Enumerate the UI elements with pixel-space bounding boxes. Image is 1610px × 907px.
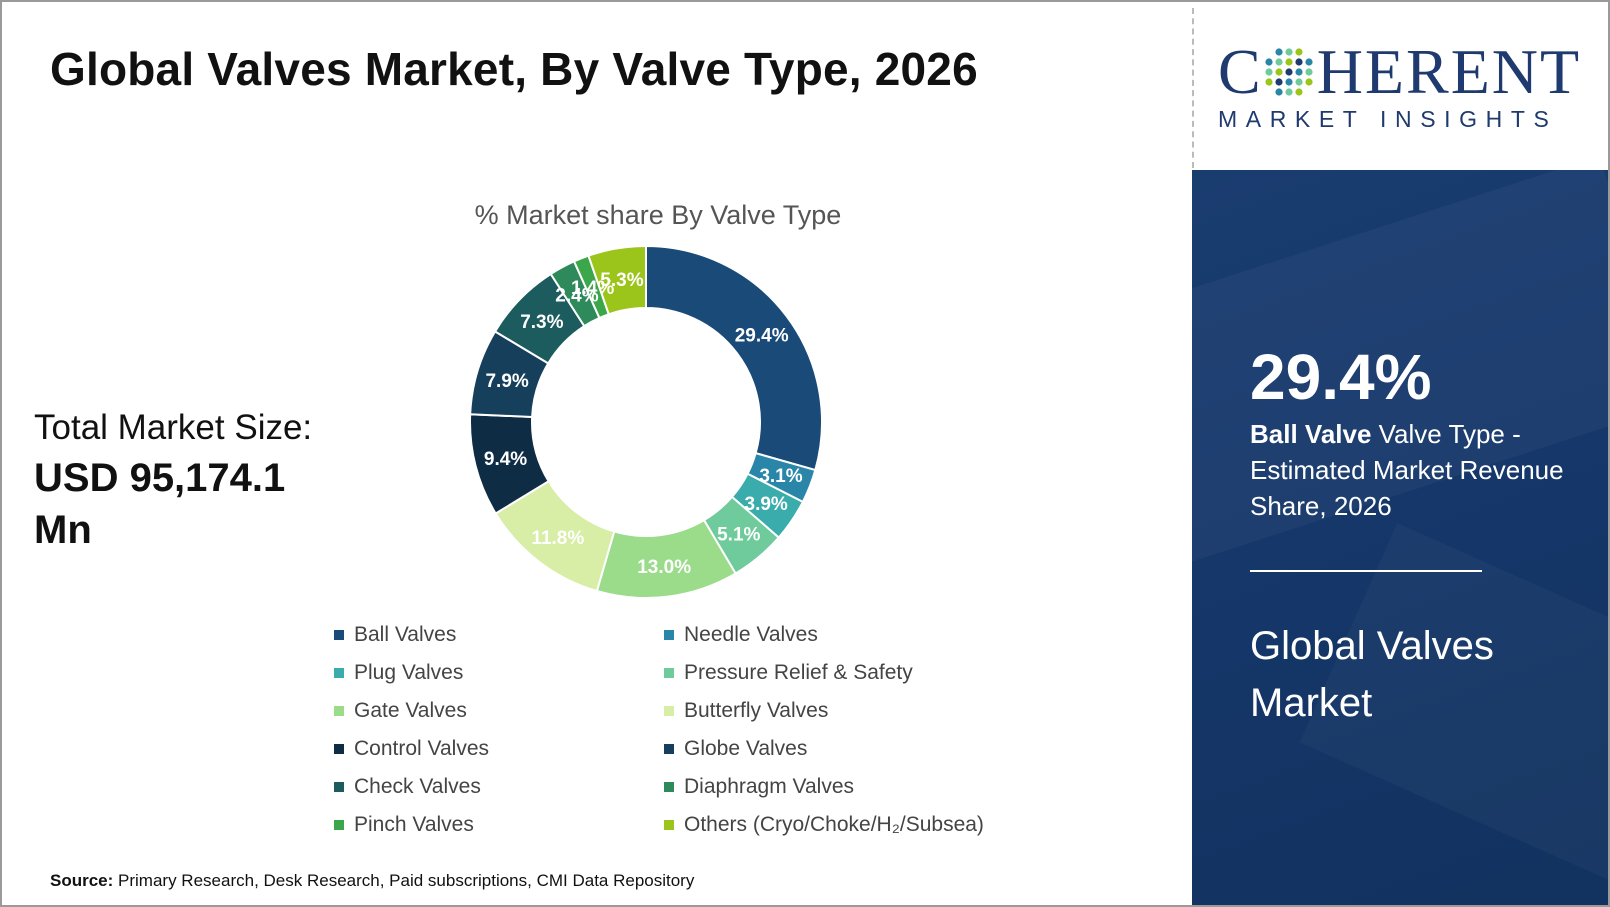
legend-item: Check Valves [334,774,664,799]
legend-item: Plug Valves [334,660,664,685]
slice-label: 7.9% [485,371,528,392]
legend-label: Needle Valves [684,622,818,646]
slice-label: 3.1% [759,466,802,487]
logo-dot [1295,68,1303,76]
legend-item: Globe Valves [664,736,1014,761]
logo-dot [1305,78,1313,86]
highlight-divider [1250,570,1482,572]
legend-swatch [664,819,674,830]
slice-label: 5.1% [717,524,760,545]
slice-label: 1.4% [571,278,614,299]
highlight-panel: 29.4% Ball Valve Valve Type - Estimated … [1192,170,1608,905]
source-label: Source: [50,871,114,890]
chart-title: % Market share By Valve Type [475,200,842,230]
legend-swatch [664,743,674,754]
logo-dot [1275,88,1283,96]
legend-swatch [664,629,674,640]
page-title: Global Valves Market, By Valve Type, 202… [50,43,978,95]
logo-dot [1295,48,1303,56]
legend-label: Control Valves [354,736,490,760]
legend-item: Others (Cryo/Choke/H₂/Subsea) [664,812,1014,837]
highlight-description-text: Valve Type - Estimated Market Revenue Sh… [1250,419,1564,521]
chart-slice-labels: 29.4% 3.1% 3.9% 5.1% 13.0% 11.8% 9.4% 7.9% 7.3% 2… [484,270,803,578]
highlight-description: Ball Valve Valve Type - Estimated Market… [1250,416,1570,524]
logo-dot [1265,68,1273,76]
total-market-value: USD 95,174.1 Mn [34,456,286,552]
logo-dot [1265,78,1273,86]
logo-tagline: MARKET INSIGHTS [1218,106,1558,132]
legend-swatch [334,629,344,640]
logo-letters-herent: HERENT [1316,36,1582,107]
legend-swatch [334,819,344,830]
source-note: Source: Primary Research, Desk Research,… [50,871,694,891]
legend-item: Pressure Relief & Safety [664,660,1014,685]
legend-label: Pinch Valves [354,812,474,836]
slice-others-cryo-choke-h-subsea [587,244,647,316]
total-market-size: Total Market Size: USD 95,174.1 Mn [34,406,354,556]
chart-slices [469,244,823,599]
legend-item: Gate Valves [334,698,664,723]
legend-label: Pressure Relief & Safety [684,660,913,684]
logo-dot [1295,88,1303,96]
legend-swatch [664,705,674,716]
slice-ball-valves [645,244,823,472]
legend-label: Plug Valves [354,660,464,684]
legend-swatch [334,743,344,754]
legend-label: Check Valves [354,774,481,798]
legend-item: Control Valves [334,736,664,761]
logo-dot [1275,58,1283,66]
legend-item: Needle Valves [664,622,1014,647]
legend-item: Pinch Valves [334,812,664,837]
header-divider [1192,8,1194,168]
legend-item: Butterfly Valves [664,698,1014,723]
highlight-segment: Ball Valve [1250,419,1372,449]
logo-dot [1275,68,1283,76]
source-text: Primary Research, Desk Research, Paid su… [118,871,695,890]
legend-label: Butterfly Valves [684,698,829,722]
legend-label: Globe Valves [684,736,808,760]
legend-swatch [334,705,344,716]
slice-label: 13.0% [637,557,691,578]
logo-dot [1285,48,1293,56]
slice-label: 9.4% [484,449,527,470]
logo-dots-icon [1265,48,1313,96]
slice-label: 2.4% [555,285,598,306]
legend-swatch [334,781,344,792]
legend-label: Ball Valves [354,622,457,646]
logo-wordmark: C HERENT [1218,40,1588,104]
total-market-label: Total Market Size: [34,408,313,447]
legend-swatch [334,667,344,678]
slice-label: 5.3% [600,270,643,291]
donut-chart: % Market share By Valve Type 29.4% 3.1% 3.… [469,200,842,599]
logo-letter-c: C [1218,36,1263,107]
slice-label: 29.4% [735,326,789,347]
logo-dot [1295,58,1303,66]
legend-label: Others (Cryo/Choke/H₂/Subsea) [684,812,984,836]
logo-dot [1295,78,1303,86]
slice-label: 7.3% [520,312,563,333]
logo-dot [1305,68,1313,76]
logo-dot [1285,68,1293,76]
highlight-percent: 29.4% [1250,341,1432,413]
logo-dot [1275,48,1283,56]
legend-swatch [664,667,674,678]
slice-label: 11.8% [531,528,584,549]
slice-label: 3.9% [745,494,788,515]
legend-item: Ball Valves [334,622,664,647]
logo-dot [1265,58,1273,66]
legend-item: Diaphragm Valves [664,774,1014,799]
logo-dot [1285,78,1293,86]
highlight-market-name: Global Valves Market [1250,624,1494,725]
legend-label: Gate Valves [354,698,467,722]
logo-dot [1305,58,1313,66]
legend-swatch [664,781,674,792]
chart-legend: Ball Valves Needle Valves Plug Valves Press… [334,622,1014,837]
company-logo: C HERENT MARKET INSIGHTS [1218,40,1588,133]
logo-dot [1285,88,1293,96]
logo-dot [1275,78,1283,86]
logo-dot [1285,58,1293,66]
legend-label: Diaphragm Valves [684,774,855,798]
